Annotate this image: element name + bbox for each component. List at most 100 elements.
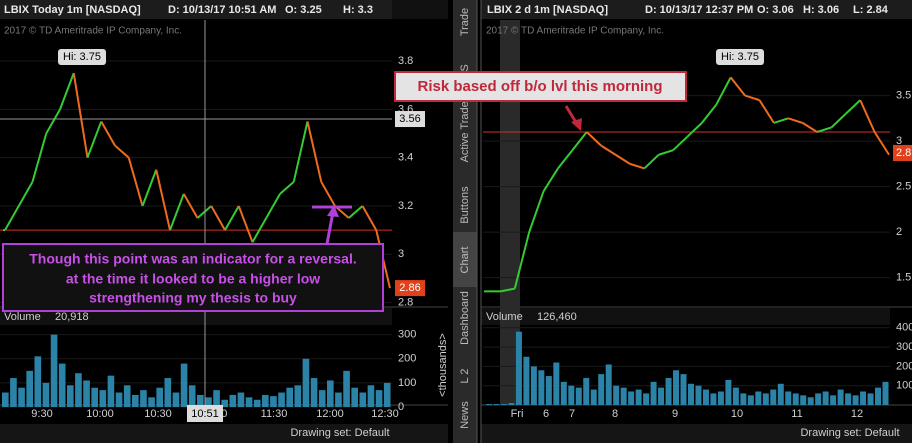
- volume-bar: [50, 334, 58, 407]
- x-tick-label: 12:00: [316, 408, 344, 420]
- volume-bar: [318, 390, 326, 407]
- volume-bar: [172, 392, 180, 407]
- sidebar-tab[interactable]: News: [459, 401, 471, 429]
- volume-bar: [245, 397, 253, 407]
- volume-bar: [755, 391, 762, 405]
- volume-bar: [575, 387, 582, 405]
- right-header-bar: [481, 0, 912, 19]
- left-header-tools: [392, 0, 448, 19]
- left-header-bar: [0, 0, 392, 19]
- toolbar-label[interactable]: Drawing set: Default: [800, 427, 899, 439]
- toolbar-label[interactable]: Drawing set: Default: [290, 427, 389, 439]
- price-segment: [279, 181, 295, 195]
- volume-bar: [695, 385, 702, 405]
- price-segment: [557, 149, 574, 170]
- volume-bar: [383, 382, 391, 407]
- copyright: 2017 © TD Ameritrade IP Company, Inc.: [486, 26, 664, 37]
- sidebar-tab[interactable]: S: [459, 64, 471, 71]
- y-tick-label: 3: [398, 248, 404, 260]
- volume-bar: [673, 370, 680, 405]
- y-tick-label: 300: [896, 341, 912, 353]
- volume-bar: [335, 392, 342, 407]
- symbol: LBIX 2 d 1m [NASDAQ]: [487, 4, 608, 16]
- arrow-head: [327, 205, 339, 217]
- price-segment: [758, 99, 775, 124]
- volume-bar: [367, 385, 375, 407]
- volume-bar: [327, 380, 334, 407]
- volume-bar: [262, 394, 269, 407]
- price-segment: [45, 108, 61, 135]
- volume-bar: [688, 383, 694, 405]
- volume-header: [481, 308, 890, 325]
- volume-bar: [18, 387, 25, 407]
- annotation-box: [2, 243, 384, 312]
- volume-total: 20,918: [55, 311, 89, 323]
- annotation: Risk based off b/o lvl this morning: [417, 78, 662, 95]
- x-tick-label: 10:00: [86, 408, 114, 420]
- volume-bar: [75, 373, 82, 407]
- volume-bar: [500, 404, 507, 405]
- volume-bar: [650, 381, 657, 405]
- volume-bar: [359, 392, 367, 407]
- sidebar-tab[interactable]: Active Trader: [459, 97, 471, 162]
- price-segment: [787, 117, 803, 124]
- volume-bar: [375, 390, 383, 407]
- date: D: 10/13/17 10:51 AM: [168, 4, 276, 16]
- price-segment: [643, 154, 660, 170]
- price-segment: [86, 121, 103, 159]
- volume-bar: [568, 385, 575, 405]
- volume-bar: [680, 374, 687, 405]
- price-segment: [500, 287, 515, 293]
- price-segment: [513, 231, 531, 289]
- high: H: 3.3: [343, 4, 373, 16]
- sidebar-tab[interactable]: Trade: [459, 8, 471, 36]
- x-tick-label: 9: [672, 408, 678, 420]
- volume-bar: [792, 393, 799, 405]
- volume-total: 126,460: [537, 311, 577, 323]
- volume-bar: [67, 385, 74, 407]
- price-segment: [237, 205, 254, 243]
- volume-bar: [658, 387, 665, 405]
- volume-bar: [213, 390, 220, 407]
- price-segment: [830, 113, 847, 129]
- x-tick-label: 10: [731, 408, 743, 420]
- volume-bar: [34, 356, 42, 407]
- volume-bar: [205, 397, 212, 407]
- price-segment: [542, 167, 559, 192]
- price-segment: [686, 122, 703, 138]
- last-badge: [395, 280, 425, 297]
- y-tick-label: 100: [896, 380, 912, 392]
- sidebar-tab[interactable]: L 2: [459, 369, 471, 384]
- volume-bar: [702, 389, 709, 405]
- sidebar-tab[interactable]: Buttons: [459, 186, 471, 224]
- y-tick-label: 2.5: [896, 181, 911, 193]
- price-segment: [658, 149, 674, 156]
- volume-bar: [188, 385, 196, 407]
- price-segment: [17, 181, 34, 207]
- price-segment: [744, 94, 760, 102]
- high: H: 3.06: [803, 4, 839, 16]
- volume-bar: [538, 370, 545, 405]
- volume-bar: [665, 377, 672, 405]
- price-segment: [873, 131, 890, 156]
- volume-bar: [815, 393, 822, 405]
- volume-bar: [486, 404, 492, 405]
- volume-bar: [725, 379, 732, 405]
- volume-bar: [278, 392, 285, 407]
- price-segment: [528, 190, 545, 233]
- x-tick-label: 6: [543, 408, 549, 420]
- day-band: [500, 20, 520, 405]
- price-segment: [629, 162, 645, 170]
- sidebar-tab[interactable]: Dashboard: [459, 291, 471, 345]
- y-tick-label: 3.8: [398, 55, 413, 67]
- volume-bar: [583, 377, 590, 405]
- last-badge: [893, 145, 912, 161]
- price-segment: [155, 169, 171, 231]
- sidebar-tab[interactable]: Chart: [459, 247, 471, 274]
- volume-bar: [10, 378, 17, 407]
- volume-bar: [762, 393, 769, 405]
- price-segment: [265, 193, 281, 219]
- volume-bar: [123, 385, 131, 407]
- price-segment: [320, 181, 336, 207]
- price-segment: [127, 157, 144, 207]
